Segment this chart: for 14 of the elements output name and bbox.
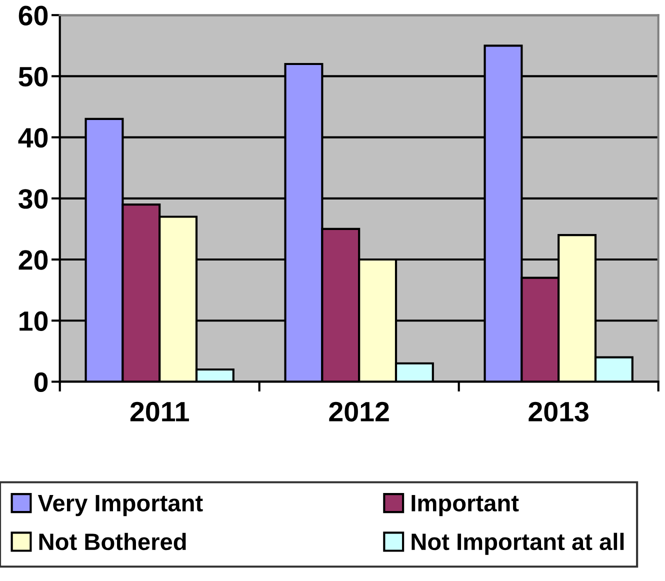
x-tick-label: 2013: [528, 402, 588, 422]
y-tick-label: 0: [34, 372, 48, 392]
legend-label: Not Bothered: [39, 532, 186, 550]
y-tick-label: 60: [18, 6, 48, 26]
x-tick-label: 2011: [130, 402, 189, 422]
y-tick-label: 50: [18, 66, 48, 87]
legend-label: Not Important at all: [412, 532, 624, 555]
y-tick-label: 40: [18, 128, 48, 148]
legend-label: Important: [412, 495, 519, 516]
x-tick-label: 2012: [329, 402, 389, 422]
y-tick-label: 10: [20, 311, 48, 331]
y-tick-label: 20: [18, 250, 48, 270]
legend-label: Very Important: [38, 495, 203, 516]
y-tick-label: 30: [18, 189, 48, 209]
